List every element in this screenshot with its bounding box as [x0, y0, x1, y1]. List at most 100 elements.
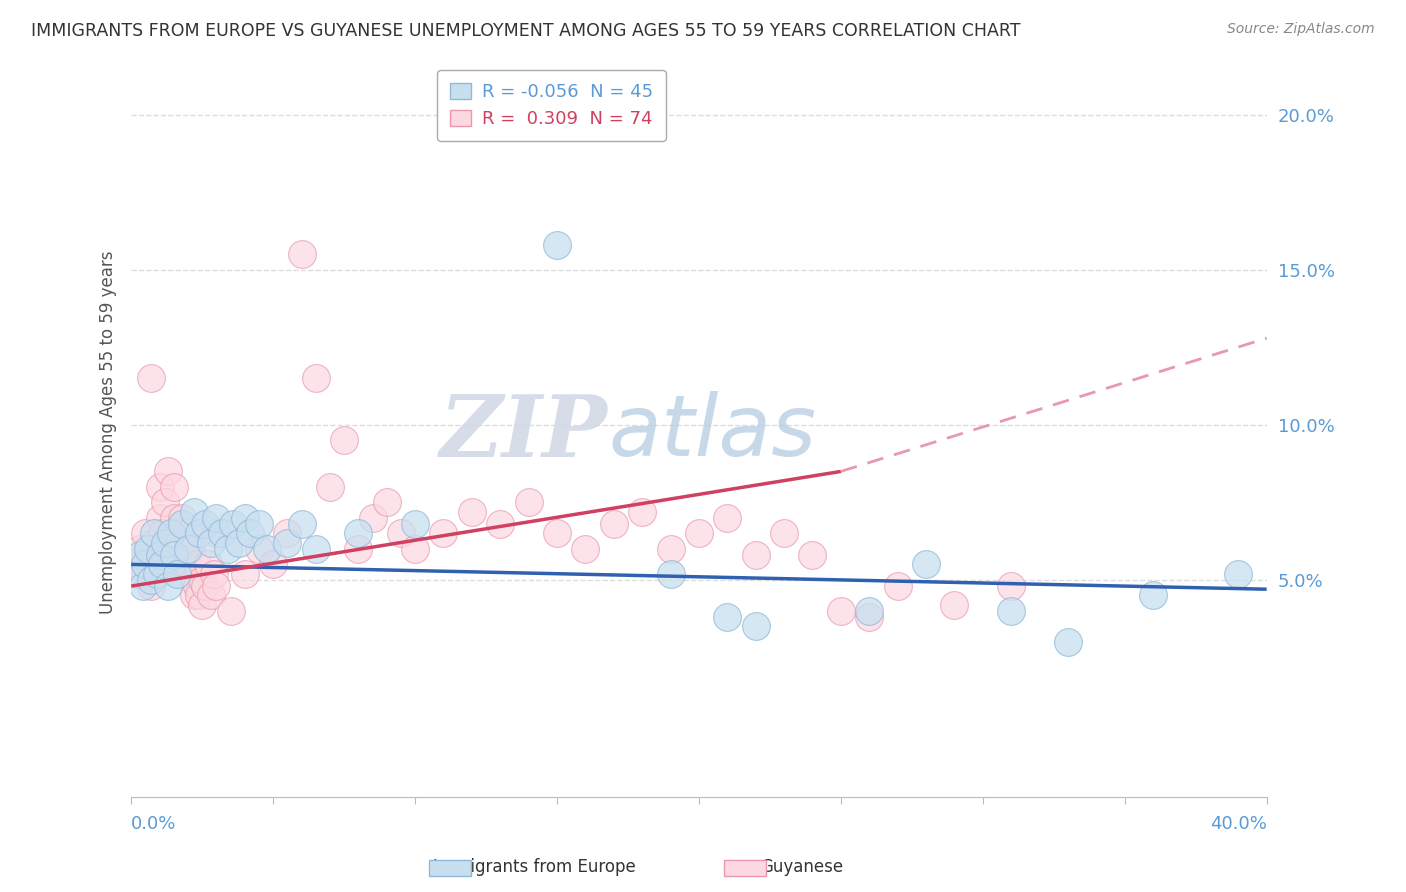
Point [361, 511, 384, 525]
Point [517, 495, 540, 509]
Point [1000, 579, 1022, 593]
Point [830, 604, 852, 618]
Point [166, 526, 188, 541]
Point [128, 548, 150, 562]
Point [202, 566, 225, 581]
Point [134, 526, 156, 541]
Point [131, 579, 153, 593]
Point [169, 541, 191, 556]
Point [688, 526, 710, 541]
Point [155, 495, 177, 509]
Point [160, 526, 183, 541]
Point [134, 558, 156, 572]
Point [432, 526, 454, 541]
Point [256, 541, 278, 556]
Point [163, 548, 186, 562]
Point [389, 526, 412, 541]
Text: Guyanese: Guyanese [759, 858, 844, 876]
Y-axis label: Unemployment Among Ages 55 to 59 years: Unemployment Among Ages 55 to 59 years [100, 251, 117, 615]
Point [858, 604, 880, 618]
Text: Immigrants from Europe: Immigrants from Europe [433, 858, 636, 876]
Text: Source: ZipAtlas.com: Source: ZipAtlas.com [1227, 22, 1375, 37]
Point [157, 465, 180, 479]
Point [305, 541, 328, 556]
Point [716, 610, 738, 624]
Point [191, 573, 214, 587]
Point [228, 535, 250, 549]
Point [247, 517, 270, 532]
Point [125, 566, 148, 581]
Point [404, 517, 426, 532]
Point [142, 535, 165, 549]
Point [186, 579, 208, 593]
Point [1227, 566, 1250, 581]
Point [489, 517, 512, 532]
Point [716, 511, 738, 525]
Point [163, 511, 186, 525]
Point [1000, 604, 1022, 618]
Point [183, 505, 205, 519]
Point [172, 558, 194, 572]
Point [886, 579, 908, 593]
Point [222, 517, 245, 532]
Point [943, 598, 966, 612]
Point [276, 526, 298, 541]
Point [247, 541, 270, 556]
Point [659, 566, 682, 581]
Point [773, 526, 796, 541]
Point [177, 526, 200, 541]
Point [136, 548, 159, 562]
Point [157, 579, 180, 593]
Point [191, 598, 214, 612]
Text: IMMIGRANTS FROM EUROPE VS GUYANESE UNEMPLOYMENT AMONG AGES 55 TO 59 YEARS CORREL: IMMIGRANTS FROM EUROPE VS GUYANESE UNEMP… [31, 22, 1021, 40]
Point [290, 247, 312, 261]
Point [131, 566, 153, 581]
Point [166, 558, 188, 572]
Point [290, 517, 312, 532]
Point [404, 541, 426, 556]
Point [180, 541, 202, 556]
Point [461, 505, 484, 519]
Point [163, 480, 186, 494]
Point [333, 434, 356, 448]
Point [139, 579, 162, 593]
Point [160, 541, 183, 556]
Point [546, 526, 568, 541]
Point [149, 480, 172, 494]
Point [139, 371, 162, 385]
Point [219, 604, 242, 618]
Point [157, 558, 180, 572]
Point [139, 573, 162, 587]
Point [1057, 635, 1080, 649]
Point [200, 535, 222, 549]
Point [631, 505, 654, 519]
Point [233, 566, 256, 581]
Text: 40.0%: 40.0% [1209, 815, 1267, 833]
Point [276, 535, 298, 549]
Point [801, 548, 824, 562]
Legend: R = -0.056  N = 45, R =  0.309  N = 74: R = -0.056 N = 45, R = 0.309 N = 74 [437, 70, 666, 141]
Point [188, 526, 211, 541]
Point [194, 517, 217, 532]
Point [744, 548, 766, 562]
Point [347, 541, 370, 556]
Point [546, 238, 568, 252]
Point [183, 573, 205, 587]
Point [149, 548, 172, 562]
Point [319, 480, 342, 494]
Point [375, 495, 398, 509]
Point [659, 541, 682, 556]
Point [205, 511, 228, 525]
Point [155, 535, 177, 549]
Point [200, 588, 222, 602]
Point [574, 541, 596, 556]
Point [915, 558, 938, 572]
Point [347, 526, 370, 541]
Point [146, 558, 169, 572]
Point [305, 371, 328, 385]
Point [152, 558, 174, 572]
Point [174, 541, 197, 556]
Point [239, 526, 262, 541]
Point [262, 558, 284, 572]
Point [152, 526, 174, 541]
